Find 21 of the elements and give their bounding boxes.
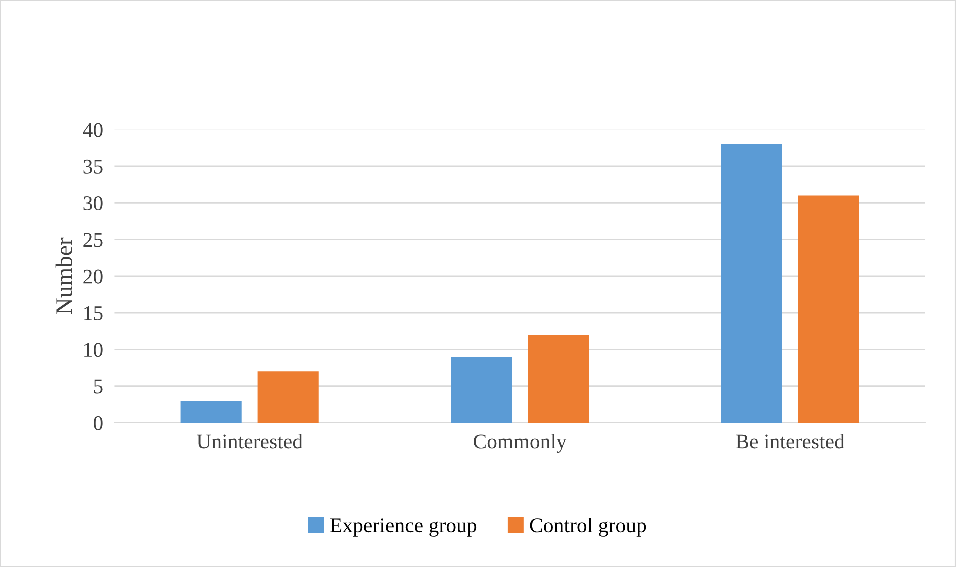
y-tick-label: 30 [84,196,103,211]
y-tick-label: 10 [84,343,103,358]
x-tick-label: Uninterested [197,434,303,449]
y-tick-label: 5 [94,380,103,394]
bar [798,196,860,423]
x-tick-label: Commonly [474,434,567,454]
y-tick-label: 25 [84,233,103,248]
y-tick-label: 15 [84,306,103,320]
legend-label: Control group [530,518,646,537]
y-tick-label: 35 [84,160,103,174]
y-tick-label: 20 [84,270,103,284]
y-tick-label: 40 [83,123,103,138]
y-axis-title: Number [56,238,72,314]
bar [528,335,590,423]
bar [258,372,319,423]
bar [451,357,512,423]
legend-label: Experience group [330,518,477,537]
bar [180,400,242,423]
x-tick-label: Be interested [736,434,845,449]
bar [721,144,782,423]
y-tick-label: 0 [94,416,103,430]
